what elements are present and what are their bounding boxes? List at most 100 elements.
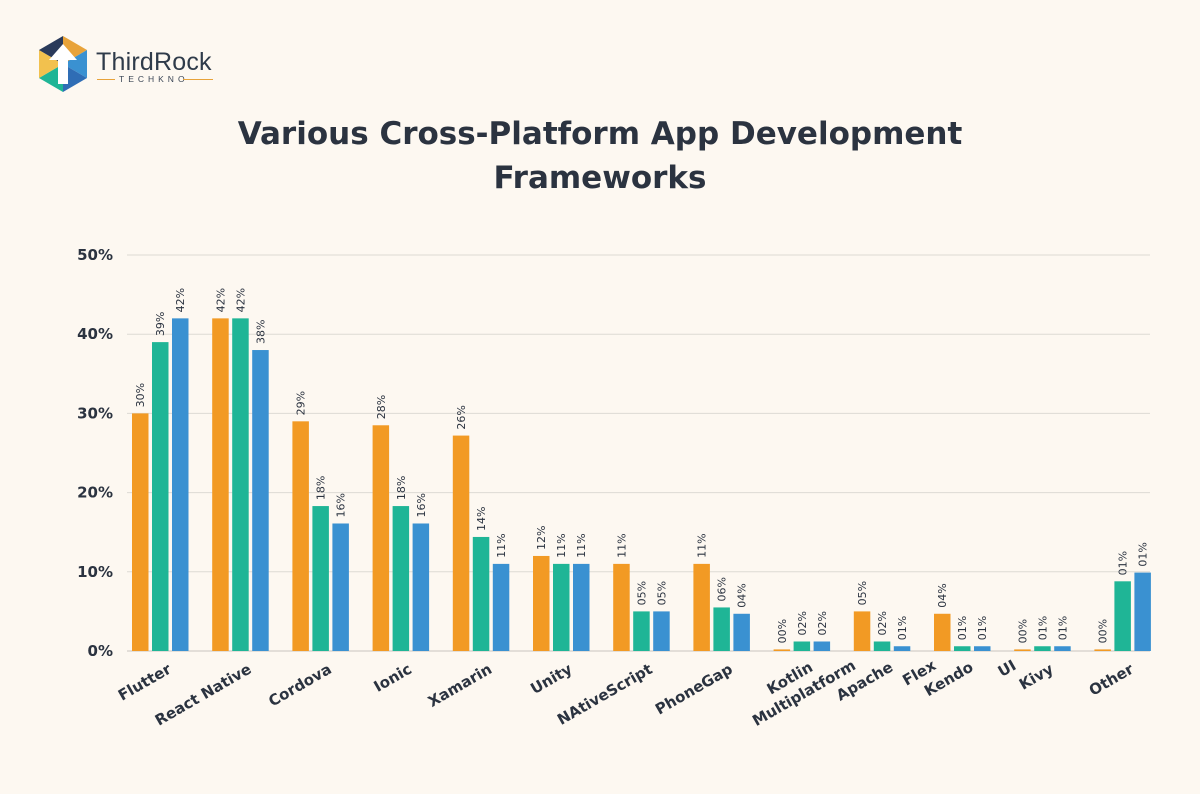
bar [713,607,730,651]
bar-value-label: 04% [736,583,749,607]
bar [332,523,349,651]
bar-value-label: 12% [535,526,548,550]
bar-value-label: 29% [295,391,308,415]
bar [693,563,710,651]
logo-rule-right [183,79,213,80]
bar [793,641,811,651]
bar-value-label: 38% [254,320,267,344]
bar-value-label: 01% [1036,616,1049,640]
bar-value-label: 01% [896,616,909,640]
bar [492,563,510,651]
y-tick-label: 0% [88,642,113,660]
brand-name: ThirdRock [96,48,212,76]
bar [934,613,951,651]
bar-value-label: 28% [375,395,388,419]
bar-value-label: 01% [1137,542,1150,566]
bar-value-label: 16% [335,493,348,517]
bar-value-label: 00% [776,619,789,643]
x-tick-label-line: Cordova [265,660,334,710]
bar [974,646,991,651]
bar-value-label: 02% [796,611,809,635]
x-tick-label-line: Flutter [115,660,175,705]
bar [653,611,670,651]
x-tick-label-line: Other [1086,660,1137,700]
bar [232,318,249,651]
bar-value-label: 11% [575,533,588,557]
bar-value-label: 05% [655,581,668,605]
x-tick-label-line: PhoneGap [652,660,736,719]
bar-value-label: 14% [475,506,488,530]
bar [172,318,189,651]
bar [292,421,309,651]
bar [773,649,791,651]
y-tick-label: 20% [77,484,113,502]
y-tick-label: 50% [77,246,113,264]
bar-value-label: 02% [816,611,829,635]
bar-value-label: 11% [696,533,709,557]
bar-value-label: 01% [1056,616,1069,640]
logo-hexagon-icon [39,36,87,92]
bar-value-label: 01% [1117,551,1130,575]
x-tick-label: Flutter [115,660,175,705]
brand-tagline: TECHKNO [119,74,189,84]
bar [893,646,911,651]
x-tick-label-line: Unity [527,660,575,698]
bar [613,563,630,651]
bar [573,563,590,651]
bar-value-label: 01% [956,616,969,640]
bar-value-label: 05% [635,581,648,605]
bar-value-label: 42% [214,288,227,312]
bar [372,425,390,651]
bar [152,342,169,651]
x-tick-label: Xamarin [425,660,495,711]
bar-value-label: 26% [455,405,468,429]
x-tick-label: Cordova [265,660,334,710]
bar [853,611,871,651]
bar-value-label: 06% [716,577,729,601]
bar-value-label: 18% [315,476,328,500]
x-tick-label: Kivy [1016,660,1057,694]
bar [452,435,470,651]
bar [873,641,891,651]
bar-value-label: 42% [234,288,247,312]
chart-title-line-2: Frameworks [493,160,707,196]
bar [1014,649,1031,651]
bar-value-label: 05% [856,581,869,605]
bar-value-label: 11% [495,533,508,557]
x-tick-label: Unity [527,660,575,698]
y-tick-label: 10% [77,563,113,581]
bar-value-label: 16% [415,493,428,517]
x-tick-label: Ionic [371,660,415,696]
bar [1034,646,1051,651]
bar [1114,581,1131,651]
bar [472,536,490,651]
y-tick-label: 40% [77,325,113,343]
x-tick-label-line: Kivy [1016,660,1057,694]
bar [252,350,269,651]
bar-value-label: 30% [134,383,147,407]
bar-value-label: 11% [555,533,568,557]
chart-title-line-1: Various Cross-Platform App Development [237,116,963,152]
bar [813,641,831,651]
bar [412,523,430,651]
bar [132,413,149,651]
bar-value-label: 18% [395,476,408,500]
bar-value-label: 00% [1097,619,1110,643]
bar-value-label: 00% [1016,619,1029,643]
bar [533,555,550,651]
bar-value-label: 02% [876,611,889,635]
bar [954,646,971,651]
x-tick-label: PhoneGap [652,660,736,719]
bar [312,506,329,651]
bar [733,613,750,651]
x-tick-label-line: UI [995,656,1019,680]
bar [1094,649,1111,651]
bar-value-label: 11% [615,533,628,557]
x-tick-label-line: Ionic [371,660,415,696]
bar [633,611,650,651]
y-tick-label: 30% [77,404,113,422]
bar [1134,572,1151,651]
bar-value-label: 04% [936,583,949,607]
bar-value-label: 39% [154,312,167,336]
